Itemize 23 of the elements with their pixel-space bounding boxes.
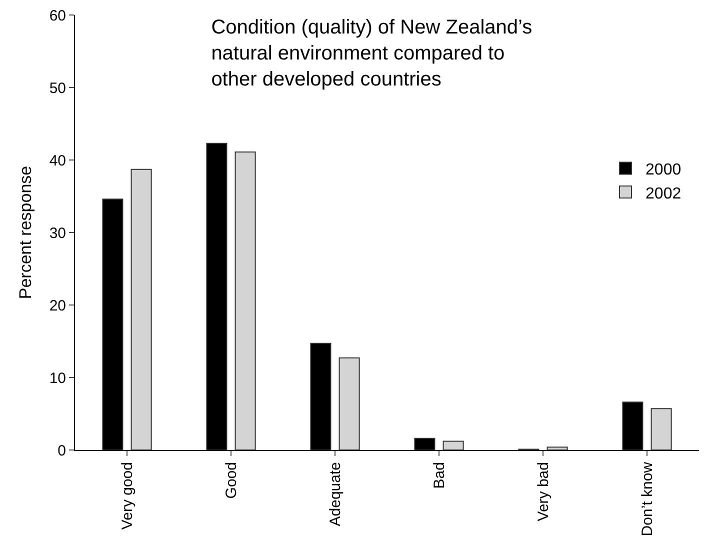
y-tick-label: 40: [49, 152, 66, 170]
y-tick-label: 10: [49, 370, 66, 387]
x-tick-label: Very good: [118, 462, 136, 530]
x-tick-label: Good: [222, 462, 240, 499]
x-tick-label: Bad: [430, 462, 448, 489]
bar: [546, 446, 568, 450]
x-tick-label: Very bad: [534, 462, 552, 522]
y-tick-label: 60: [49, 7, 66, 24]
y-axis-title: Percent response: [16, 166, 35, 300]
y-tick-label: 0: [58, 442, 66, 460]
x-tick-label: Adequate: [326, 462, 344, 526]
bar: [650, 408, 672, 450]
bar: [442, 440, 464, 450]
y-tick-label: 20: [49, 297, 66, 314]
y-tick-label: 30: [49, 224, 66, 242]
bar: [234, 152, 256, 450]
bar: [130, 168, 152, 450]
y-tick-label: 50: [49, 80, 66, 97]
legend-label: 2002: [646, 185, 682, 202]
text: Condition (quality) of New Zealand’s natural environment compared to other developed countries: [211, 16, 532, 90]
legend-label: 2000: [646, 161, 682, 178]
x-tick-label: Don’t know: [638, 462, 656, 536]
bar: [338, 357, 360, 450]
